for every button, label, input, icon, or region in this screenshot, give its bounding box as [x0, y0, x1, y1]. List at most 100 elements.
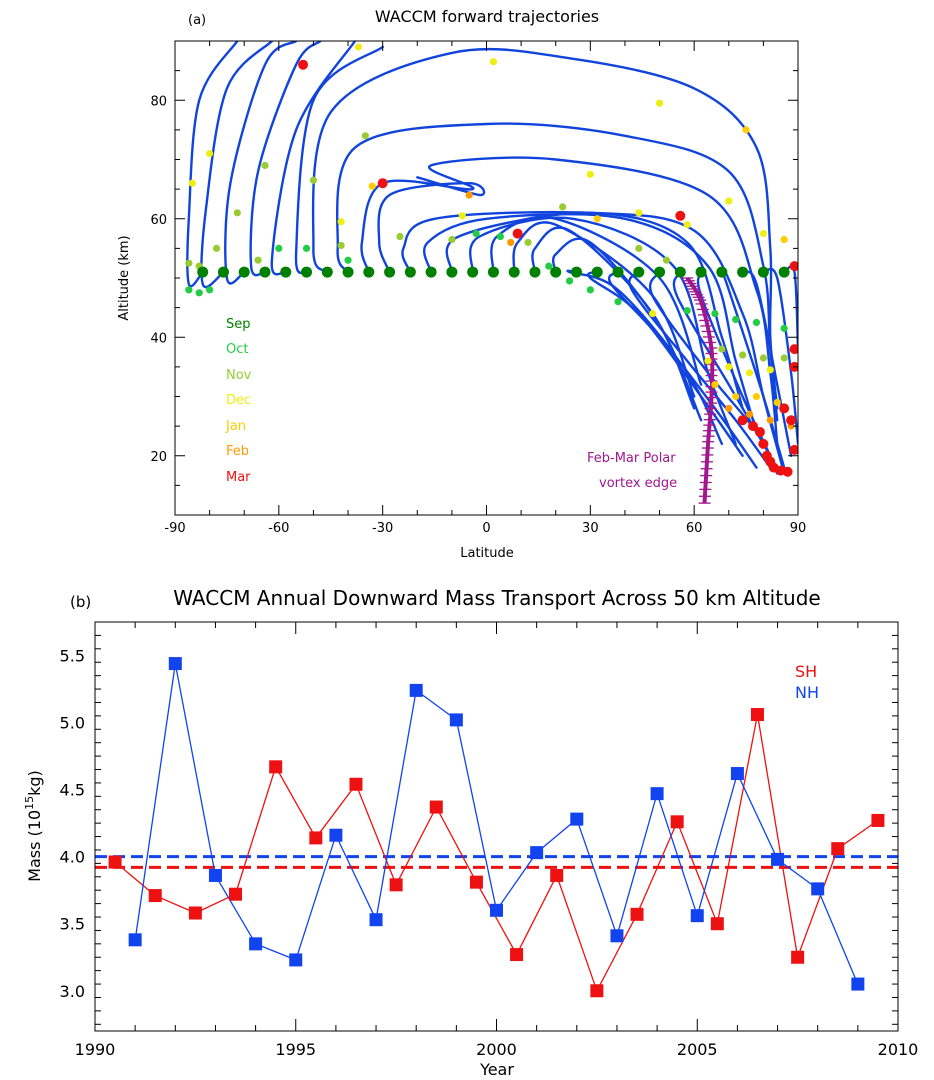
trajectory-line: [628, 270, 772, 469]
data-point-sh: [309, 831, 323, 845]
start-point-sep: [487, 266, 499, 278]
month-marker-nov: [780, 354, 788, 362]
data-point-nh: [690, 909, 704, 923]
legend-oct: Oct: [226, 342, 248, 357]
month-marker-oct: [614, 298, 622, 306]
panel-a-y-axis-label: Altitude (km): [117, 235, 132, 320]
trajectory-line: [294, 45, 384, 274]
data-point-sh: [670, 815, 684, 829]
data-point-sh: [710, 917, 724, 931]
panel-b-label: (b): [70, 593, 91, 611]
month-marker-nov: [718, 345, 726, 353]
panel-b-title: WACCM Annual Downward Mass Transport Acr…: [173, 586, 820, 610]
panel-a-x-axis-label: Latitude: [460, 546, 514, 561]
panel-b: (b) WACCM Annual Downward Mass Transport…: [23, 586, 918, 1079]
data-point-nh: [730, 767, 744, 781]
trajectory-line: [607, 270, 758, 469]
month-marker-oct: [565, 277, 574, 285]
month-marker-nov: [759, 354, 767, 362]
data-point-nh: [570, 812, 584, 826]
month-marker-feb: [507, 238, 515, 247]
legend-sep: Sep: [226, 317, 251, 332]
month-marker-oct: [780, 324, 788, 332]
month-marker-oct: [185, 286, 193, 294]
month-marker-oct: [752, 318, 761, 327]
month-marker-oct: [302, 244, 311, 252]
start-point-sep: [342, 266, 354, 278]
month-marker-oct: [275, 244, 283, 252]
start-point-sep: [674, 266, 686, 278]
month-marker-nov: [739, 351, 747, 359]
start-point-sep: [404, 266, 416, 278]
start-point-sep: [757, 266, 769, 278]
data-point-sh: [429, 800, 443, 814]
month-marker-nov: [448, 235, 456, 244]
data-point-nh: [771, 852, 785, 866]
legend-jan: Jan: [225, 419, 246, 434]
month-marker-oct: [472, 229, 480, 238]
month-marker-jan: [742, 126, 750, 134]
trajectory-line: [551, 237, 703, 422]
panel-a-ticks: [174, 40, 799, 516]
month-marker-nov: [254, 256, 262, 264]
month-marker-nov: [185, 259, 193, 267]
data-point-nh: [208, 868, 222, 882]
start-point-sep: [467, 266, 479, 278]
month-marker-dec: [206, 149, 214, 158]
start-point-sep: [716, 266, 728, 278]
month-marker-dec: [655, 99, 664, 107]
data-point-sh: [791, 950, 805, 964]
panel-b-y-tick-labels: 3.0 3.5 4.0 4.5 5.0 5.5: [60, 647, 85, 1001]
trajectory-line: [224, 41, 298, 285]
trajectory-line: [490, 215, 703, 386]
month-marker-nov: [261, 161, 269, 170]
month-marker-dec: [683, 221, 691, 229]
data-point-sh: [630, 907, 644, 921]
y-label-main: Mass (10: [25, 810, 44, 882]
data-point-sh: [389, 878, 403, 892]
data-point-sh: [188, 906, 202, 920]
month-marker-dec: [704, 357, 712, 365]
month-marker-dec: [766, 366, 774, 374]
month-marker-dec: [354, 43, 363, 51]
y-tick-label: 80: [150, 94, 167, 109]
panel-a-y-tick-labels: 20 40 60 80: [150, 94, 167, 465]
start-point-sep: [280, 266, 292, 278]
month-marker-nov: [396, 232, 404, 241]
x-tick-label: 30: [582, 521, 599, 536]
start-point-sep: [301, 266, 313, 278]
month-marker-mar: [786, 415, 797, 426]
start-point-sep: [508, 266, 520, 278]
trajectory-line: [587, 270, 744, 457]
vortex-annotation-line-2: vortex edge: [599, 476, 677, 491]
month-marker-feb: [745, 410, 754, 418]
month-marker-jan: [711, 381, 719, 389]
panel-b-frame: [94, 621, 899, 1032]
y-tick-label: 3.0: [60, 982, 85, 1001]
data-point-sh: [871, 813, 885, 827]
month-marker-mar: [512, 228, 523, 239]
month-marker-mar: [789, 444, 798, 455]
month-marker-mar: [782, 466, 793, 477]
start-point-sep: [550, 266, 562, 278]
month-marker-nov: [361, 132, 369, 140]
start-points: [197, 266, 790, 278]
start-point-sep: [695, 266, 707, 278]
month-marker-mar: [758, 438, 769, 449]
vortex-edge-line: [681, 276, 718, 504]
start-point-sep: [570, 266, 582, 278]
start-point-sep: [612, 266, 624, 278]
month-marker-oct: [683, 306, 691, 315]
data-point-nh: [610, 929, 624, 943]
start-point-sep: [259, 266, 271, 278]
trajectory-line: [377, 176, 486, 274]
panel-a: (a) WACCM forward trajectories -90 -60 -30…: [117, 7, 806, 561]
trajectory-line: [270, 41, 357, 276]
y-tick-label: 40: [150, 331, 167, 346]
x-tick-label: -60: [268, 521, 289, 536]
start-point-sep: [633, 266, 645, 278]
month-marker-nov: [212, 244, 221, 252]
month-marker-jan: [752, 392, 761, 401]
data-point-sh: [469, 875, 483, 889]
